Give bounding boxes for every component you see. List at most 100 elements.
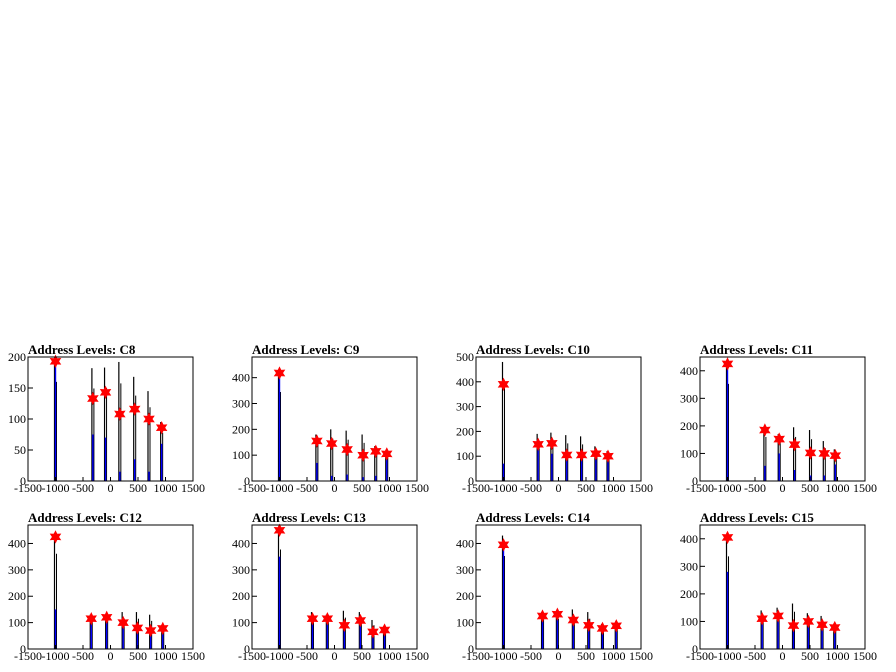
- peak-marker: [114, 407, 126, 421]
- peak-marker: [497, 538, 510, 552]
- x-tick-label: 0: [780, 481, 786, 495]
- x-tick-label: 0: [332, 481, 338, 495]
- peak-marker: [321, 612, 334, 626]
- peak-marker: [117, 615, 129, 630]
- peak-marker: [381, 447, 393, 461]
- y-tick-label: 100: [232, 448, 250, 462]
- y-tick-label: 0: [244, 642, 250, 656]
- y-tick-label: 400: [456, 536, 474, 550]
- peak-marker: [583, 618, 595, 632]
- y-tick-label: 0: [244, 474, 250, 488]
- peak-marker: [759, 423, 771, 437]
- y-tick-label: 300: [680, 559, 698, 573]
- peak-marker: [49, 530, 62, 544]
- y-tick-label: 0: [692, 474, 698, 488]
- peak-marker: [273, 523, 286, 537]
- x-tick-label: 500: [129, 481, 147, 495]
- panel-4: Address Levels: C12 0 100 200 300 400 -1500 -10…: [8, 510, 205, 663]
- x-tick-label: -500: [520, 481, 542, 495]
- y-tick-label: 200: [456, 424, 474, 438]
- x-tick-label: 500: [353, 481, 371, 495]
- x-tick-label: 1000: [826, 481, 850, 495]
- x-tick-label: 1000: [602, 481, 626, 495]
- peak-marker: [144, 623, 157, 638]
- panel-0: Address Levels: C8 0 50 100 150 200 -1500 -1000…: [8, 342, 205, 495]
- x-tick-label: -1500: [686, 649, 714, 663]
- peak-marker: [773, 432, 785, 446]
- y-tick-label: 400: [456, 375, 474, 389]
- x-tick-label: -500: [296, 649, 318, 663]
- x-tick-label: -1500: [462, 481, 490, 495]
- x-tick-label: -1000: [714, 481, 742, 495]
- x-tick-label: -1000: [266, 649, 294, 663]
- peak-marker: [596, 621, 609, 636]
- x-tick-label: -1000: [42, 481, 70, 495]
- y-tick-label: 0: [20, 474, 26, 488]
- y-tick-label: 100: [8, 412, 26, 426]
- peak-marker: [602, 449, 614, 463]
- peak-marker: [341, 442, 353, 457]
- y-tick-label: 200: [8, 350, 26, 364]
- peak-marker: [367, 625, 379, 639]
- x-tick-label: -1000: [714, 649, 742, 663]
- peak-marker: [829, 620, 841, 635]
- x-tick-label: 1500: [853, 481, 877, 495]
- peak-marker: [100, 610, 113, 624]
- x-tick-label: -1000: [490, 649, 518, 663]
- x-tick-label: 1500: [853, 649, 877, 663]
- y-tick-label: 200: [680, 587, 698, 601]
- y-tick-label: 300: [680, 391, 698, 405]
- peak-marker: [804, 446, 817, 460]
- y-tick-label: 400: [232, 536, 250, 550]
- y-tick-label: 100: [680, 446, 698, 460]
- x-tick-label: -500: [72, 481, 94, 495]
- y-tick-label: 100: [232, 616, 250, 630]
- y-tick-label: 100: [456, 449, 474, 463]
- peak-marker: [561, 448, 573, 462]
- y-tick-label: 300: [456, 563, 474, 577]
- x-tick-label: -1500: [462, 649, 490, 663]
- peak-marker: [546, 436, 558, 450]
- panel-1: Address Levels: C9 0 100 200 300 400 -1500 -100…: [232, 342, 429, 495]
- panel-title: Address Levels: C11: [700, 342, 813, 357]
- x-tick-label: -1000: [490, 481, 518, 495]
- peak-marker: [357, 448, 369, 462]
- peak-marker: [590, 447, 602, 461]
- plot-frame: [251, 524, 418, 650]
- x-tick-label: 1000: [378, 481, 402, 495]
- peak-marker: [816, 618, 828, 632]
- x-tick-label: -1500: [238, 481, 266, 495]
- peak-marker: [128, 402, 141, 416]
- y-tick-label: 400: [8, 536, 26, 550]
- panel-title: Address Levels: C8: [28, 342, 136, 357]
- panel-title: Address Levels: C14: [476, 510, 590, 525]
- peak-marker: [273, 366, 286, 380]
- peak-marker: [378, 623, 391, 637]
- x-tick-label: -500: [744, 481, 766, 495]
- plot-frame: [699, 524, 866, 650]
- x-tick-label: 1000: [154, 649, 178, 663]
- peak-marker: [788, 437, 801, 452]
- x-tick-label: 1000: [602, 649, 626, 663]
- x-tick-label: 0: [556, 649, 562, 663]
- y-tick-label: 0: [468, 474, 474, 488]
- y-tick-label: 0: [692, 642, 698, 656]
- y-tick-label: 300: [8, 563, 26, 577]
- peak-marker: [721, 357, 734, 371]
- peak-marker: [306, 612, 319, 626]
- y-tick-label: 50: [14, 443, 26, 457]
- x-tick-label: -500: [744, 649, 766, 663]
- x-tick-label: 1500: [181, 649, 205, 663]
- x-tick-label: -500: [72, 649, 94, 663]
- x-tick-label: 500: [577, 649, 595, 663]
- x-tick-label: 1000: [154, 481, 178, 495]
- x-tick-label: -500: [520, 649, 542, 663]
- x-tick-label: 1500: [405, 481, 429, 495]
- y-tick-label: 500: [456, 350, 474, 364]
- x-tick-label: 500: [353, 649, 371, 663]
- peak-marker: [338, 618, 351, 632]
- x-tick-label: -1000: [266, 481, 294, 495]
- panel-title: Address Levels: C12: [28, 510, 142, 525]
- peak-marker: [155, 421, 168, 435]
